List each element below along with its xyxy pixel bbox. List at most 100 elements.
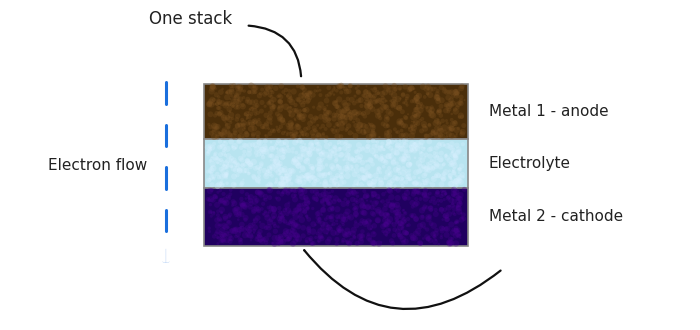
Point xyxy=(269,242,280,247)
Point xyxy=(400,168,412,174)
Point xyxy=(291,237,302,242)
Point xyxy=(323,85,335,90)
Point xyxy=(240,170,251,175)
Point xyxy=(218,115,230,120)
Point xyxy=(448,170,459,175)
Point xyxy=(419,173,430,178)
Point xyxy=(452,229,463,234)
Point xyxy=(229,182,240,187)
Point xyxy=(349,110,360,115)
Point xyxy=(428,158,440,164)
Point xyxy=(392,210,403,215)
Point xyxy=(240,217,251,222)
Point xyxy=(242,159,253,165)
Point xyxy=(244,89,255,95)
Point xyxy=(258,237,269,242)
Point xyxy=(395,119,406,124)
Point xyxy=(458,153,470,158)
Point xyxy=(309,88,321,94)
Point xyxy=(274,161,286,166)
Point xyxy=(416,215,428,220)
Point xyxy=(442,239,454,245)
Point xyxy=(206,145,218,150)
Point xyxy=(205,112,216,117)
Point xyxy=(326,90,337,95)
Point xyxy=(435,128,446,134)
Point xyxy=(218,191,229,197)
Point xyxy=(320,181,331,186)
Point xyxy=(253,149,264,154)
Point xyxy=(221,231,232,236)
Point xyxy=(213,131,224,136)
Point xyxy=(309,176,321,181)
Point xyxy=(271,124,282,130)
Point xyxy=(342,96,354,101)
Point xyxy=(447,178,458,183)
Point xyxy=(295,187,306,192)
Point xyxy=(313,141,324,147)
Point xyxy=(269,207,280,212)
Point xyxy=(454,167,466,172)
Point xyxy=(389,227,400,232)
Point xyxy=(328,116,339,121)
Point xyxy=(396,221,407,227)
Point xyxy=(384,171,395,176)
Point xyxy=(255,238,266,243)
Point xyxy=(284,93,295,99)
Point xyxy=(225,187,237,193)
Point xyxy=(337,110,349,115)
Point xyxy=(338,122,349,127)
Point xyxy=(342,173,353,179)
Point xyxy=(357,167,368,173)
Point xyxy=(321,191,332,196)
Point xyxy=(337,114,348,119)
Point xyxy=(276,168,287,173)
Point xyxy=(442,217,453,222)
Point xyxy=(405,161,416,167)
Point xyxy=(216,207,228,213)
Point xyxy=(435,198,447,204)
Point xyxy=(290,238,301,244)
Point xyxy=(439,171,450,177)
Point xyxy=(307,206,318,211)
Point xyxy=(447,210,458,215)
Point xyxy=(245,223,256,228)
Point xyxy=(453,233,464,239)
Point xyxy=(208,176,219,182)
Point xyxy=(305,114,316,119)
Point xyxy=(372,169,384,175)
Point xyxy=(368,232,379,237)
Point xyxy=(209,141,220,147)
Point xyxy=(282,212,293,217)
Point xyxy=(375,177,386,182)
Point xyxy=(412,141,423,146)
Point xyxy=(260,147,271,152)
Point xyxy=(222,163,233,168)
Point xyxy=(434,141,445,147)
Point xyxy=(393,119,405,124)
Point xyxy=(264,171,275,176)
Point xyxy=(212,241,223,246)
Point xyxy=(277,182,288,187)
Point xyxy=(323,201,334,206)
Point xyxy=(263,126,274,131)
Point xyxy=(332,163,343,169)
Point xyxy=(363,134,374,140)
Point xyxy=(338,157,349,163)
Point xyxy=(222,158,233,164)
Point xyxy=(349,182,360,188)
Point xyxy=(242,121,253,126)
Point xyxy=(274,117,286,122)
Point xyxy=(372,91,384,96)
Point xyxy=(455,192,466,198)
Point xyxy=(230,234,241,239)
Point xyxy=(424,180,435,185)
Point xyxy=(271,156,282,161)
Point xyxy=(321,152,332,157)
Point xyxy=(294,113,305,118)
Point xyxy=(337,114,348,119)
Point xyxy=(228,83,239,88)
Point xyxy=(398,132,409,138)
Point xyxy=(276,181,287,186)
Point xyxy=(293,124,304,130)
